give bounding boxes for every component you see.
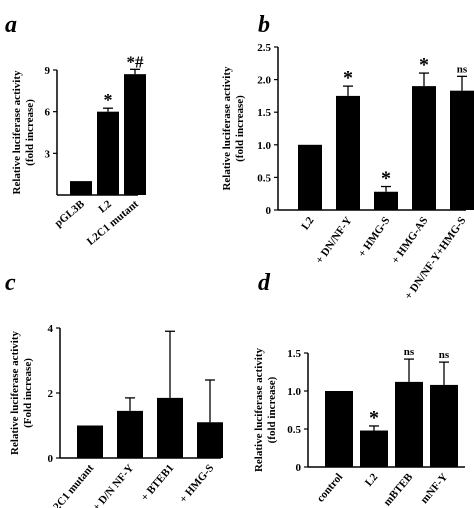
bar: [70, 181, 92, 195]
x-tick-label: L2: [96, 198, 114, 216]
bar: [450, 90, 474, 210]
x-tick-label: + DN/NF-Y: [314, 215, 355, 266]
x-tick-label: mNF-Y: [418, 471, 450, 506]
panel-label: c: [5, 270, 16, 296]
x-tick-label: pGL3B: [53, 198, 88, 230]
y-tick-label: 0: [296, 462, 302, 474]
significance-annotation: *: [343, 67, 353, 89]
y-tick-label: 2.5: [257, 42, 271, 54]
y-tick-label: 0.5: [287, 424, 301, 436]
panel-label: b: [258, 12, 270, 38]
y-tick-label: 1.5: [287, 348, 301, 360]
bar: [124, 74, 146, 195]
panel-label: d: [258, 270, 271, 296]
x-tick-label: + D/N NF-Y: [90, 462, 136, 508]
bar: [298, 144, 322, 210]
bar: [117, 410, 143, 458]
bar: [77, 425, 103, 458]
significance-annotation: ns: [457, 63, 468, 75]
y-tick-label: 0: [48, 453, 54, 465]
y-tick-label: 4: [48, 323, 54, 335]
panel-label: a: [5, 12, 17, 38]
chart-panel-d: d 0 0.5 1.0 1.5 Relative luciferase activity(…: [253, 270, 465, 508]
y-axis-subtitle: (fold increase): [266, 376, 278, 443]
significance-annotation: *: [381, 168, 391, 190]
x-tick-label: + HMG-AS: [390, 215, 431, 266]
y-tick-label: 6: [45, 107, 51, 119]
y-tick-label: 9: [45, 65, 51, 77]
y-tick-label: 1.5: [257, 107, 271, 119]
x-tick-label: control: [315, 471, 346, 504]
x-tick-label: + HMG-S: [177, 462, 216, 505]
chart-panel-a: a 3 6 9 Relative luciferase activity (fold in…: [5, 12, 146, 248]
y-tick-label: 1.0: [257, 140, 271, 152]
y-axis-title: Relative luciferase activity: [9, 331, 21, 456]
chart-panel-c: c 0 2 4 Relative luciferase activity (Fold in…: [5, 270, 223, 508]
y-tick-label: 2: [48, 388, 54, 400]
chart-panel-b: b 0 0.5 1.0 1.5 2.0 2.5 Relative luciferase act…: [221, 12, 474, 302]
x-tick-label: + HMG-S: [356, 215, 392, 260]
y-tick-label: 2.0: [257, 75, 271, 87]
y-axis-title: Relative luciferase activity: [11, 70, 23, 195]
x-tick-label: L2: [363, 471, 381, 489]
significance-annotation: *#: [127, 52, 145, 71]
x-tick-label: L2C1 mutant: [46, 462, 96, 508]
bar: [325, 391, 353, 467]
y-axis-title: Relative luciferase activity: [253, 348, 265, 473]
significance-annotation: ns: [439, 349, 450, 361]
bar: [430, 384, 458, 467]
x-tick-label: L2: [299, 214, 316, 232]
significance-annotation: *: [369, 407, 379, 429]
y-tick-label: 0: [266, 205, 272, 217]
bar: [412, 86, 436, 210]
y-axis-subtitle: (Fold increase): [22, 358, 34, 428]
significance-annotation: *: [104, 90, 113, 110]
significance-annotation: *: [419, 54, 429, 76]
bar: [360, 430, 388, 467]
y-tick-label: 3: [45, 148, 51, 160]
bar: [97, 111, 119, 195]
bar: [395, 381, 423, 467]
x-tick-label: + BTEB1: [139, 462, 176, 503]
bar: [336, 95, 360, 210]
significance-annotation: ns: [404, 346, 415, 358]
y-axis-subtitle: (fold increase): [234, 95, 246, 162]
x-tick-label: mBTEB: [381, 471, 415, 508]
bar: [197, 422, 223, 458]
y-tick-label: 0.5: [257, 172, 271, 184]
y-axis-title: Relative luciferase activity: [221, 66, 233, 191]
y-axis-subtitle: (fold increase): [24, 99, 36, 166]
bar: [374, 191, 398, 210]
y-tick-label: 1.0: [287, 386, 301, 398]
bar: [157, 397, 183, 458]
x-tick-label: L2C1 mutant: [85, 198, 141, 248]
